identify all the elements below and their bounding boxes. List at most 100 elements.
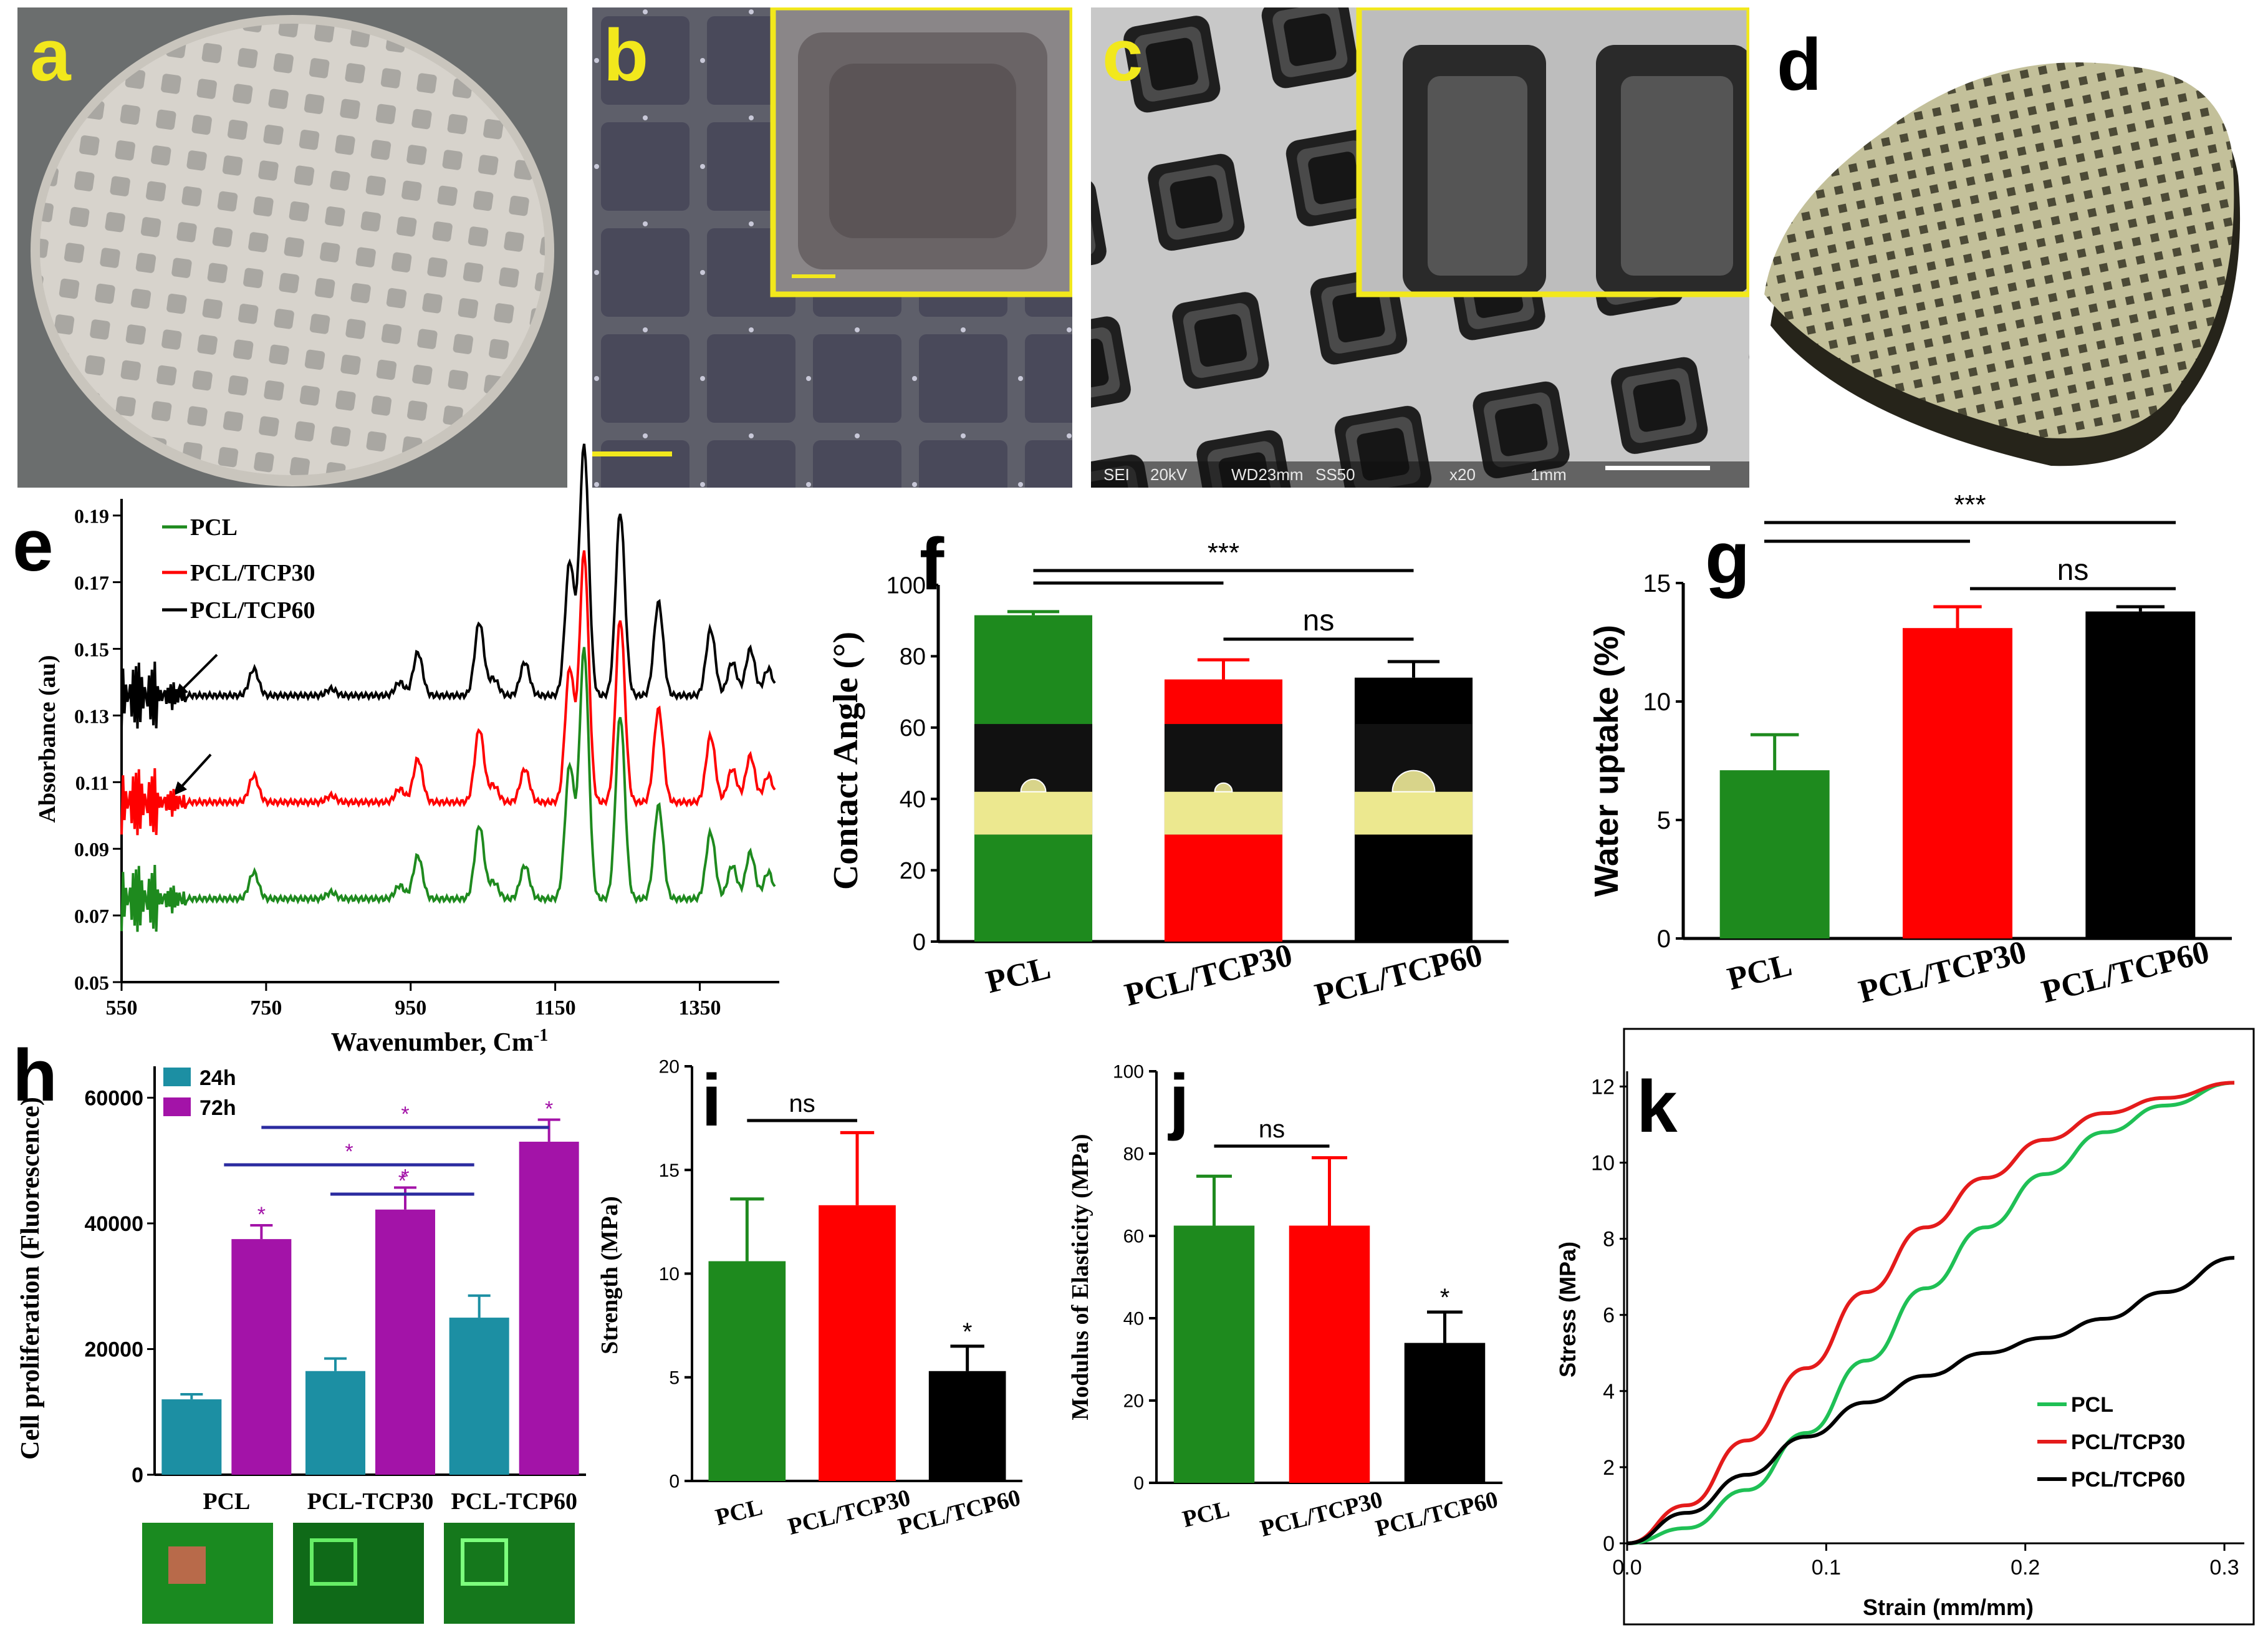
e-y-tick-label: 0.17 xyxy=(74,572,109,594)
e-legend-pcl: PCL xyxy=(190,514,238,541)
i-ns-bracket-label: ns xyxy=(789,1090,815,1117)
h-micrograph-tcp30-strut xyxy=(310,1538,357,1586)
g-y-label: Water uptake (%) xyxy=(1588,625,1625,897)
j-y-tick-label: 20 xyxy=(1123,1391,1144,1412)
k-y-label: Stress (MPa) xyxy=(1555,1242,1580,1377)
g-y-tick-label: 10 xyxy=(1643,688,1671,716)
e-arrow-tcp30 xyxy=(178,753,212,790)
scaffold-disc-image xyxy=(31,15,554,486)
h-bar-24h-pcl xyxy=(161,1399,222,1475)
e-y-tick-label: 0.07 xyxy=(74,905,109,927)
h-micrograph-tcp60-strut xyxy=(461,1538,508,1586)
e-x-tick-label: 550 xyxy=(106,996,138,1020)
sem-spot: SS50 xyxy=(1315,465,1355,484)
g-y-tick-label: 15 xyxy=(1643,570,1671,597)
e-y-tick-label: 0.11 xyxy=(75,771,109,794)
k-series-pcl-tcp60 xyxy=(1627,1256,2235,1545)
j-star-tcp60: * xyxy=(1440,1284,1450,1311)
panel-label-k: k xyxy=(1636,1066,1678,1148)
f-y-tick-label: 80 xyxy=(900,644,926,670)
h-micrograph-pcl-pore xyxy=(168,1546,206,1584)
k-x-tick-label: 0.1 xyxy=(1812,1556,1841,1579)
j-bar-pcl-tcp30 xyxy=(1289,1225,1370,1483)
panel-label-j: j xyxy=(1168,1059,1189,1142)
panel-label-a: a xyxy=(30,14,71,97)
j-x-tick-label: PCL xyxy=(1180,1496,1233,1533)
f-droplet-surface xyxy=(974,791,1093,835)
k-y-tick-label: 0 xyxy=(1603,1532,1615,1556)
i-y-tick-label: 20 xyxy=(659,1057,680,1078)
k-legend-tcp60: PCL/TCP60 xyxy=(2071,1468,2185,1492)
i-y-tick-label: 10 xyxy=(659,1264,680,1285)
e-arrow-tcp60 xyxy=(180,653,218,692)
panel-label-i: i xyxy=(701,1059,722,1142)
f-y-tick-label: 100 xyxy=(887,572,926,599)
panel-label-e: e xyxy=(12,504,54,587)
f-x-tick-label: PCL xyxy=(983,950,1054,1000)
k-y-tick-label: 4 xyxy=(1603,1380,1615,1404)
j-x-tick-label: PCL/TCP30 xyxy=(1257,1487,1385,1542)
h-star-72h: * xyxy=(545,1097,553,1121)
h-micrograph-pcl xyxy=(142,1523,273,1624)
panel-label-c: c xyxy=(1102,14,1143,97)
i-y-tick-label: 15 xyxy=(659,1160,680,1181)
h-x-tick-label: PCL-TCP30 xyxy=(307,1488,434,1515)
h-sig-star: * xyxy=(401,1102,409,1126)
k-y-tick-label: 2 xyxy=(1603,1456,1615,1480)
i-y-tick-label: 0 xyxy=(669,1472,680,1492)
sem-working-distance: WD23mm xyxy=(1231,465,1304,484)
g-x-tick-label: PCL xyxy=(1724,947,1795,997)
f-droplet xyxy=(1391,769,1436,793)
f-y-label: Contact Angle (°) xyxy=(827,632,865,890)
f-droplet-surface xyxy=(1354,791,1473,835)
f-droplet xyxy=(1020,778,1047,793)
optical-micrograph xyxy=(592,7,1072,488)
panel-label-d: d xyxy=(1777,24,1822,106)
e-y-tick-label: 0.09 xyxy=(74,838,109,861)
f-sig-bracket-pcl-tcp60-label: *** xyxy=(1208,538,1239,568)
i-x-tick-label: PCL/TCP30 xyxy=(786,1485,913,1540)
e-y-tick-label: 0.15 xyxy=(74,639,109,661)
k-legend-tcp30: PCL/TCP30 xyxy=(2071,1430,2185,1454)
f-x-tick-label: PCL/TCP30 xyxy=(1121,937,1295,1013)
e-x-tick-label: 1150 xyxy=(535,996,576,1020)
e-y-label: Absorbance (au) xyxy=(34,655,60,822)
h-bar-24h-pcl-tcp60 xyxy=(449,1318,509,1475)
j-y-tick-label: 100 xyxy=(1113,1062,1144,1083)
i-x-tick-label: PCL/TCP60 xyxy=(895,1485,1023,1540)
f-droplet xyxy=(1214,782,1233,793)
h-legend-24h-swatch xyxy=(163,1068,191,1086)
sem-micrograph: SEI 20kV WD23mm SS50 x20 1mm xyxy=(1091,7,1749,488)
chart-i-strength: Strength (MPa) 0 5 10 15 20 PCL PCL/TCP30PCL/T… xyxy=(597,1057,1023,1540)
sem-detector: SEI xyxy=(1103,465,1130,484)
e-legend-tcp30: PCL/TCP30 xyxy=(190,560,315,586)
h-bar-24h-pcl-tcp30 xyxy=(305,1371,365,1475)
chart-g-water-uptake: Water uptake (%) 0 5 10 15 PCL PCL/TCP30 PCL/T… xyxy=(1588,489,2232,1010)
inset-scale-bar xyxy=(792,274,835,278)
h-y-tick-label: 60000 xyxy=(84,1086,143,1110)
g-bar-pcl xyxy=(1719,770,1830,938)
f-droplet-surface xyxy=(1164,791,1283,835)
chart-f-contact-angle: Contact Angle (°) 0 20 40 60 80 100 PCL PCL/TCP… xyxy=(827,538,1509,1013)
h-legend-24h: 24h xyxy=(199,1066,236,1090)
e-x-tick-label: 1350 xyxy=(678,996,721,1020)
h-x-tick-label: PCL-TCP60 xyxy=(451,1488,577,1515)
e-x-label-exp: -1 xyxy=(534,1026,548,1045)
k-series-pcl xyxy=(1627,1081,2235,1545)
panel-c-photo: SEI 20kV WD23mm SS50 x20 1mm xyxy=(1091,7,1749,488)
i-star-tcp60: * xyxy=(963,1318,973,1346)
j-ns-bracket-label: ns xyxy=(1259,1116,1285,1143)
h-legend-72h-swatch xyxy=(163,1097,191,1116)
j-y-tick-label: 80 xyxy=(1123,1144,1144,1165)
e-series-pcl xyxy=(120,647,776,932)
chart-h-cell-proliferation: Cell proliferation (Fluorescence) 24h 72… xyxy=(16,1066,586,1624)
i-bar-pcl xyxy=(708,1261,786,1481)
panel-label-b: b xyxy=(603,14,649,97)
g-bar-pcl-tcp30 xyxy=(1903,628,2012,938)
panel-label-f: f xyxy=(920,523,944,605)
e-x-label-base: Wavenumber, Cm xyxy=(331,1028,534,1057)
chart-e-ftir: Absorbance (au) Wavenumber, Cm-1 PCL PCL… xyxy=(34,443,779,1057)
j-y-label: Modulus of Elasticity (MPa) xyxy=(1067,1134,1093,1420)
i-x-tick-label: PCL xyxy=(713,1494,765,1531)
k-series-pcl-tcp30 xyxy=(1627,1081,2235,1545)
